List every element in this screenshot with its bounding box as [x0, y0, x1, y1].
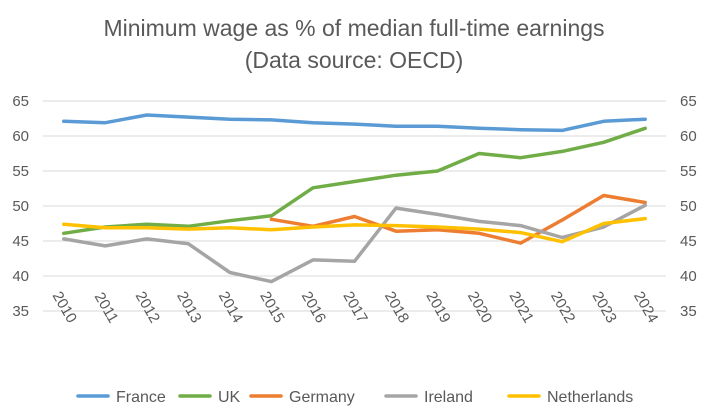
x-tick-label: 2023	[589, 289, 620, 326]
y-tick-label-right: 45	[680, 233, 697, 250]
x-tick-label: 2019	[422, 289, 453, 326]
legend-label-france: France	[116, 389, 166, 406]
chart-title: Minimum wage as % of median full-time ea…	[103, 15, 604, 41]
x-tick-label: 2013	[173, 289, 204, 326]
x-tick-label: 2017	[339, 289, 370, 326]
x-tick-label: 2016	[298, 289, 329, 326]
legend-label-ireland: Ireland	[424, 389, 473, 406]
legend-label-netherlands: Netherlands	[547, 389, 633, 406]
y-tick-label-right: 40	[680, 268, 697, 285]
series-line-france	[62, 113, 647, 133]
x-tick-label: 2010	[49, 289, 80, 326]
series-line-germany	[269, 193, 647, 245]
y-tick-label-right: 65	[680, 93, 697, 110]
x-tick-label: 2020	[464, 289, 495, 326]
y-tick-label-left: 50	[12, 198, 29, 215]
x-tick-label: 2024	[630, 289, 661, 326]
y-tick-label-right: 55	[680, 163, 697, 180]
series-lines	[62, 113, 647, 284]
x-tick-label: 2021	[505, 289, 536, 326]
series-line-netherlands	[62, 216, 647, 244]
x-tick-label: 2012	[132, 289, 163, 326]
x-tick-label: 2015	[256, 289, 287, 326]
gridlines	[43, 100, 666, 312]
legend-label-uk: UK	[218, 389, 241, 406]
y-tick-label-right: 60	[680, 128, 697, 145]
y-tick-label-left: 40	[12, 268, 29, 285]
x-tick-label: 2018	[381, 289, 412, 326]
y-tick-label-left: 60	[12, 128, 29, 145]
chart-subtitle: (Data source: OECD)	[245, 47, 464, 73]
y-axis-right-ticks: 35 40 45 50 55 60 65	[680, 93, 697, 320]
x-axis-ticks: 2010 2011 2012 2013 2014 2015 2016 2017 2018 2019…	[49, 289, 662, 326]
series-line-ireland	[62, 203, 647, 284]
x-tick-label: 2022	[547, 289, 578, 326]
x-tick-label: 2011	[91, 290, 122, 326]
series-line-uk	[62, 126, 647, 236]
y-tick-label-left: 45	[12, 233, 29, 250]
y-tick-label-right: 50	[680, 198, 697, 215]
y-tick-label-right: 35	[680, 303, 697, 320]
legend-label-germany: Germany	[289, 389, 355, 406]
y-tick-label-left: 65	[12, 93, 29, 110]
y-tick-label-left: 55	[12, 163, 29, 180]
x-tick-label: 2014	[215, 289, 246, 326]
y-axis-left-ticks: 35 40 45 50 55 60 65	[12, 93, 29, 320]
y-tick-label-left: 35	[12, 303, 29, 320]
legend: France UK Germany Ireland Netherlands	[76, 389, 633, 406]
